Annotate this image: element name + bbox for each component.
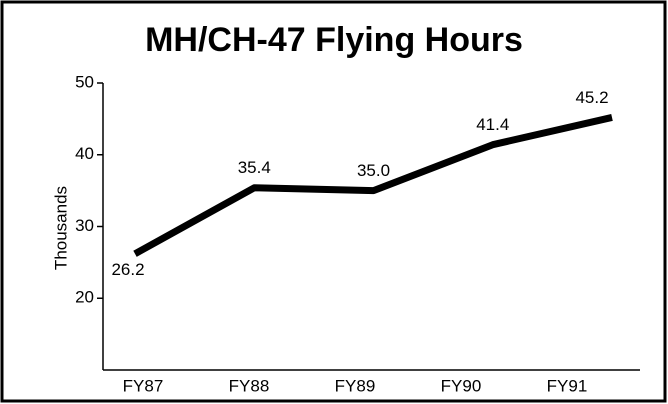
x-tick-label: FY90 (441, 376, 482, 395)
y-axis-label: Thousands (51, 186, 70, 270)
data-line (133, 114, 613, 257)
y-tick-label: 40 (75, 144, 94, 163)
x-tick-label: FY88 (229, 376, 270, 395)
x-tick-label: FY91 (547, 376, 588, 395)
value-label: 41.4 (476, 115, 509, 134)
value-label: 45.2 (575, 88, 608, 107)
y-tick-label: 50 (75, 72, 94, 91)
x-tick-label: FY87 (123, 376, 164, 395)
value-label: 26.2 (111, 260, 144, 279)
value-label: 35.4 (238, 158, 271, 177)
y-tick-label: 30 (75, 216, 94, 235)
y-tick-label: 20 (75, 288, 94, 307)
value-label: 35.0 (357, 161, 390, 180)
chart-title: MH/CH-47 Flying Hours (145, 21, 523, 59)
x-tick-label: FY89 (335, 376, 376, 395)
